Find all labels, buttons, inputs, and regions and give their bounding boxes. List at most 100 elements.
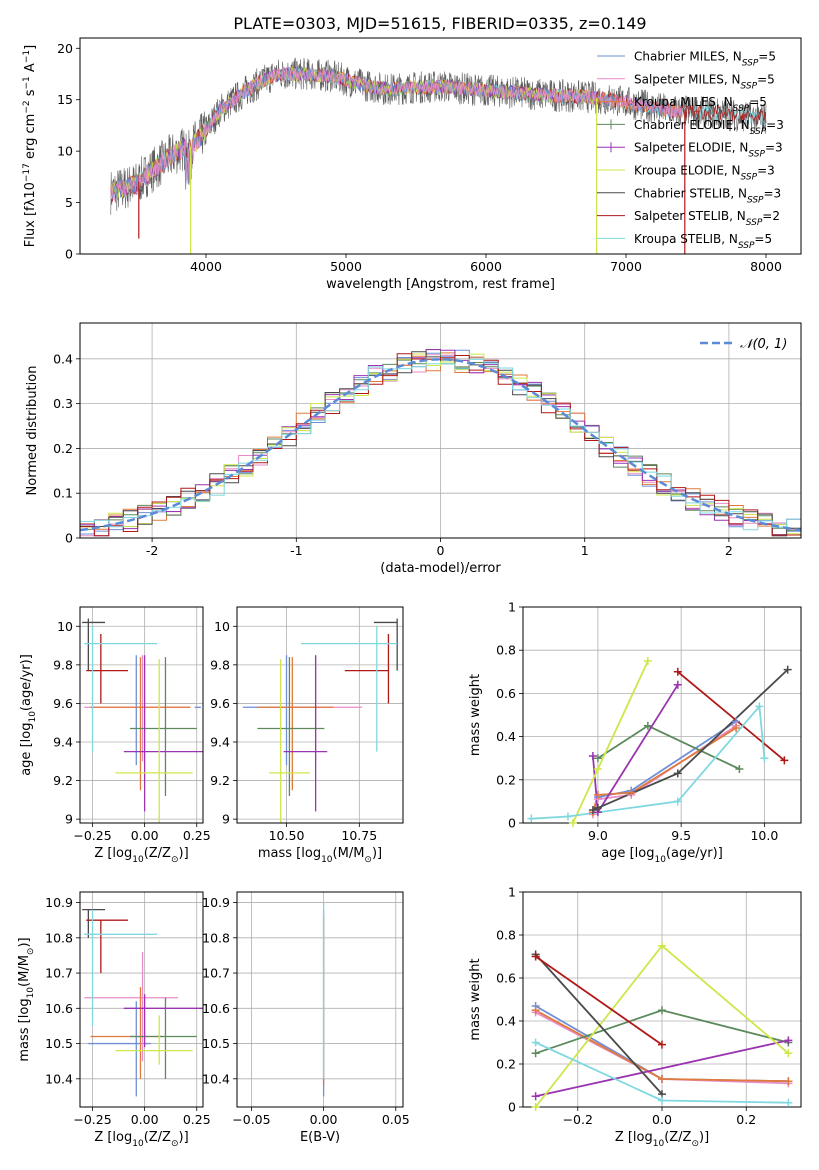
- x-tick-label: −0.25: [73, 828, 111, 843]
- y-tick-label: 10.6: [45, 1001, 73, 1016]
- weight-line: [677, 671, 785, 762]
- axes-frame: [79, 37, 802, 255]
- y-tick-label: 15: [57, 92, 73, 107]
- y-tick-label: 10.9: [45, 895, 73, 910]
- legend-label: 𝒩(0, 1): [740, 337, 787, 352]
- x-axis-label: age [log10(age/yr)]: [601, 846, 723, 865]
- x-tick-label: 0.00: [310, 1112, 338, 1127]
- normal-curve: [80, 358, 801, 532]
- weight-marker: [531, 1006, 540, 1015]
- weight-marker: [593, 790, 602, 799]
- y-tick-label: 10: [57, 144, 73, 159]
- x-tick-label: -1: [290, 543, 302, 558]
- y-tick-label: 10.8: [45, 930, 73, 945]
- y-tick-label: 1: [508, 885, 516, 900]
- x-tick-label: 6000: [470, 259, 502, 274]
- y-axis-label: mass weight: [468, 958, 483, 1040]
- x-tick-label: 5000: [330, 259, 362, 274]
- residual-histogram: [80, 358, 801, 531]
- legend-label: Kroupa ELODIE, NSSP=3: [634, 164, 775, 183]
- weight-marker: [588, 752, 597, 761]
- y-tick-label: 5: [65, 195, 73, 210]
- y-tick-label: 0.4: [496, 729, 516, 744]
- y-tick-label: 1: [508, 600, 516, 615]
- axes-frame: [236, 891, 404, 1108]
- y-tick-label: 9.6: [210, 696, 230, 711]
- x-tick-label: −0.2: [563, 1112, 593, 1127]
- residual-histogram: [80, 349, 801, 537]
- y-tick-label: 10.5: [202, 1036, 230, 1051]
- weight-line: [535, 955, 663, 1046]
- y-tick-label: 0.8: [496, 643, 516, 658]
- plot-area: [110, 57, 767, 254]
- x-tick-label: 10.0: [750, 828, 778, 843]
- weight-marker: [593, 765, 602, 773]
- legend-label: Salpeter ELODIE, NSSP=3: [634, 141, 783, 160]
- axes-frame: [236, 606, 404, 824]
- y-tick-label: 9.2: [53, 773, 73, 788]
- y-tick-label: 0.4: [53, 351, 73, 366]
- weight-marker: [593, 803, 602, 812]
- y-tick-label: 10.4: [45, 1071, 73, 1086]
- weight-marker: [658, 1006, 666, 1015]
- plot-area: [242, 618, 398, 823]
- panel-age-vs-mass: 10.50 10.75 9 9.2 9.4 9.6 9.8 10 mass [log10(M/M…: [210, 606, 404, 865]
- x-tick-label: 0.25: [183, 1112, 211, 1127]
- weight-marker: [784, 1098, 793, 1107]
- x-tick-label: −0.05: [232, 1112, 270, 1127]
- panel-mass-vs-EBV: −0.05 0.00 0.05 10.4 10.5 10.6 10.7 10.8 10.9 E(B…: [202, 891, 410, 1145]
- legend-label: Chabrier STELIB, NSSP=3: [634, 186, 781, 205]
- weight-marker: [673, 797, 682, 806]
- y-tick-label: 9: [65, 812, 73, 827]
- panel-age-vs-Z: −0.25 0.00 0.25 9 9.2 9.4 9.6 9.8 10 Z [log10(Z/Z…: [19, 606, 211, 865]
- x-axis-label: wavelength [Angstrom, rest frame]: [326, 277, 555, 292]
- y-tick-label: 0: [508, 816, 516, 831]
- weight-marker: [658, 1096, 666, 1105]
- axes-frame: [79, 606, 204, 824]
- legend-label: Kroupa MILES, NSSP=5: [634, 95, 767, 114]
- weight-line: [592, 727, 737, 813]
- x-tick-label: 10.75: [341, 828, 377, 843]
- y-tick-label: 0.8: [496, 928, 516, 943]
- weight-marker: [527, 814, 536, 823]
- legend-label: Kroupa STELIB, NSSP=5: [634, 232, 772, 251]
- weight-marker: [658, 1075, 666, 1084]
- x-tick-label: 0.25: [183, 828, 211, 843]
- y-tick-label: 10: [57, 619, 73, 634]
- axes-frame: [522, 606, 802, 824]
- y-tick-label: 10.4: [202, 1071, 230, 1086]
- y-tick-label: 9: [222, 812, 230, 827]
- figure-title: PLATE=0303, MJD=51615, FIBERID=0335, z=0…: [233, 14, 646, 33]
- weight-marker: [643, 721, 652, 730]
- y-axis-label: age [log10(age/yr)]: [19, 654, 38, 776]
- legend-label: Chabrier MILES, NSSP=5: [634, 50, 776, 69]
- y-tick-label: 9.4: [53, 735, 73, 750]
- weight-marker: [673, 769, 682, 778]
- weight-marker: [673, 680, 682, 689]
- y-tick-label: 9.4: [210, 735, 230, 750]
- y-tick-label: 10.6: [202, 1001, 230, 1016]
- y-tick-label: 0: [508, 1100, 516, 1115]
- x-tick-label: -2: [146, 543, 158, 558]
- panel-spectrum: 4000 5000 6000 7000 8000 0 5 10 15 20 wavelength […: [22, 37, 802, 292]
- x-tick-label: 0.0: [652, 1112, 672, 1127]
- weight-marker: [658, 941, 666, 950]
- x-axis-label: E(B-V): [300, 1130, 340, 1145]
- x-tick-label: 2: [725, 543, 733, 558]
- weight-marker: [658, 1040, 666, 1049]
- y-tick-label: 9.8: [210, 657, 230, 672]
- weight-marker: [568, 819, 577, 827]
- x-tick-label: 0.2: [736, 1112, 756, 1127]
- panel-residuals: -2 -1 0 1 2 0 0.1 0.2 0.3 0.4 (data-model)/error No…: [25, 322, 802, 576]
- axes-frame: [79, 891, 204, 1108]
- x-axis-label: Z [log10(Z/Z⊙)]: [94, 1130, 188, 1149]
- legend-label: Chabrier ELODIE, NSSP=3: [634, 118, 784, 137]
- x-tick-label: 9.5: [671, 828, 691, 843]
- plot-area: [531, 660, 789, 823]
- x-tick-label: 4000: [190, 259, 222, 274]
- legend-label: Salpeter STELIB, NSSP=2: [634, 209, 780, 228]
- x-tick-label: 7000: [610, 259, 642, 274]
- x-tick-label: 0: [437, 543, 445, 558]
- plot-area: [82, 618, 203, 823]
